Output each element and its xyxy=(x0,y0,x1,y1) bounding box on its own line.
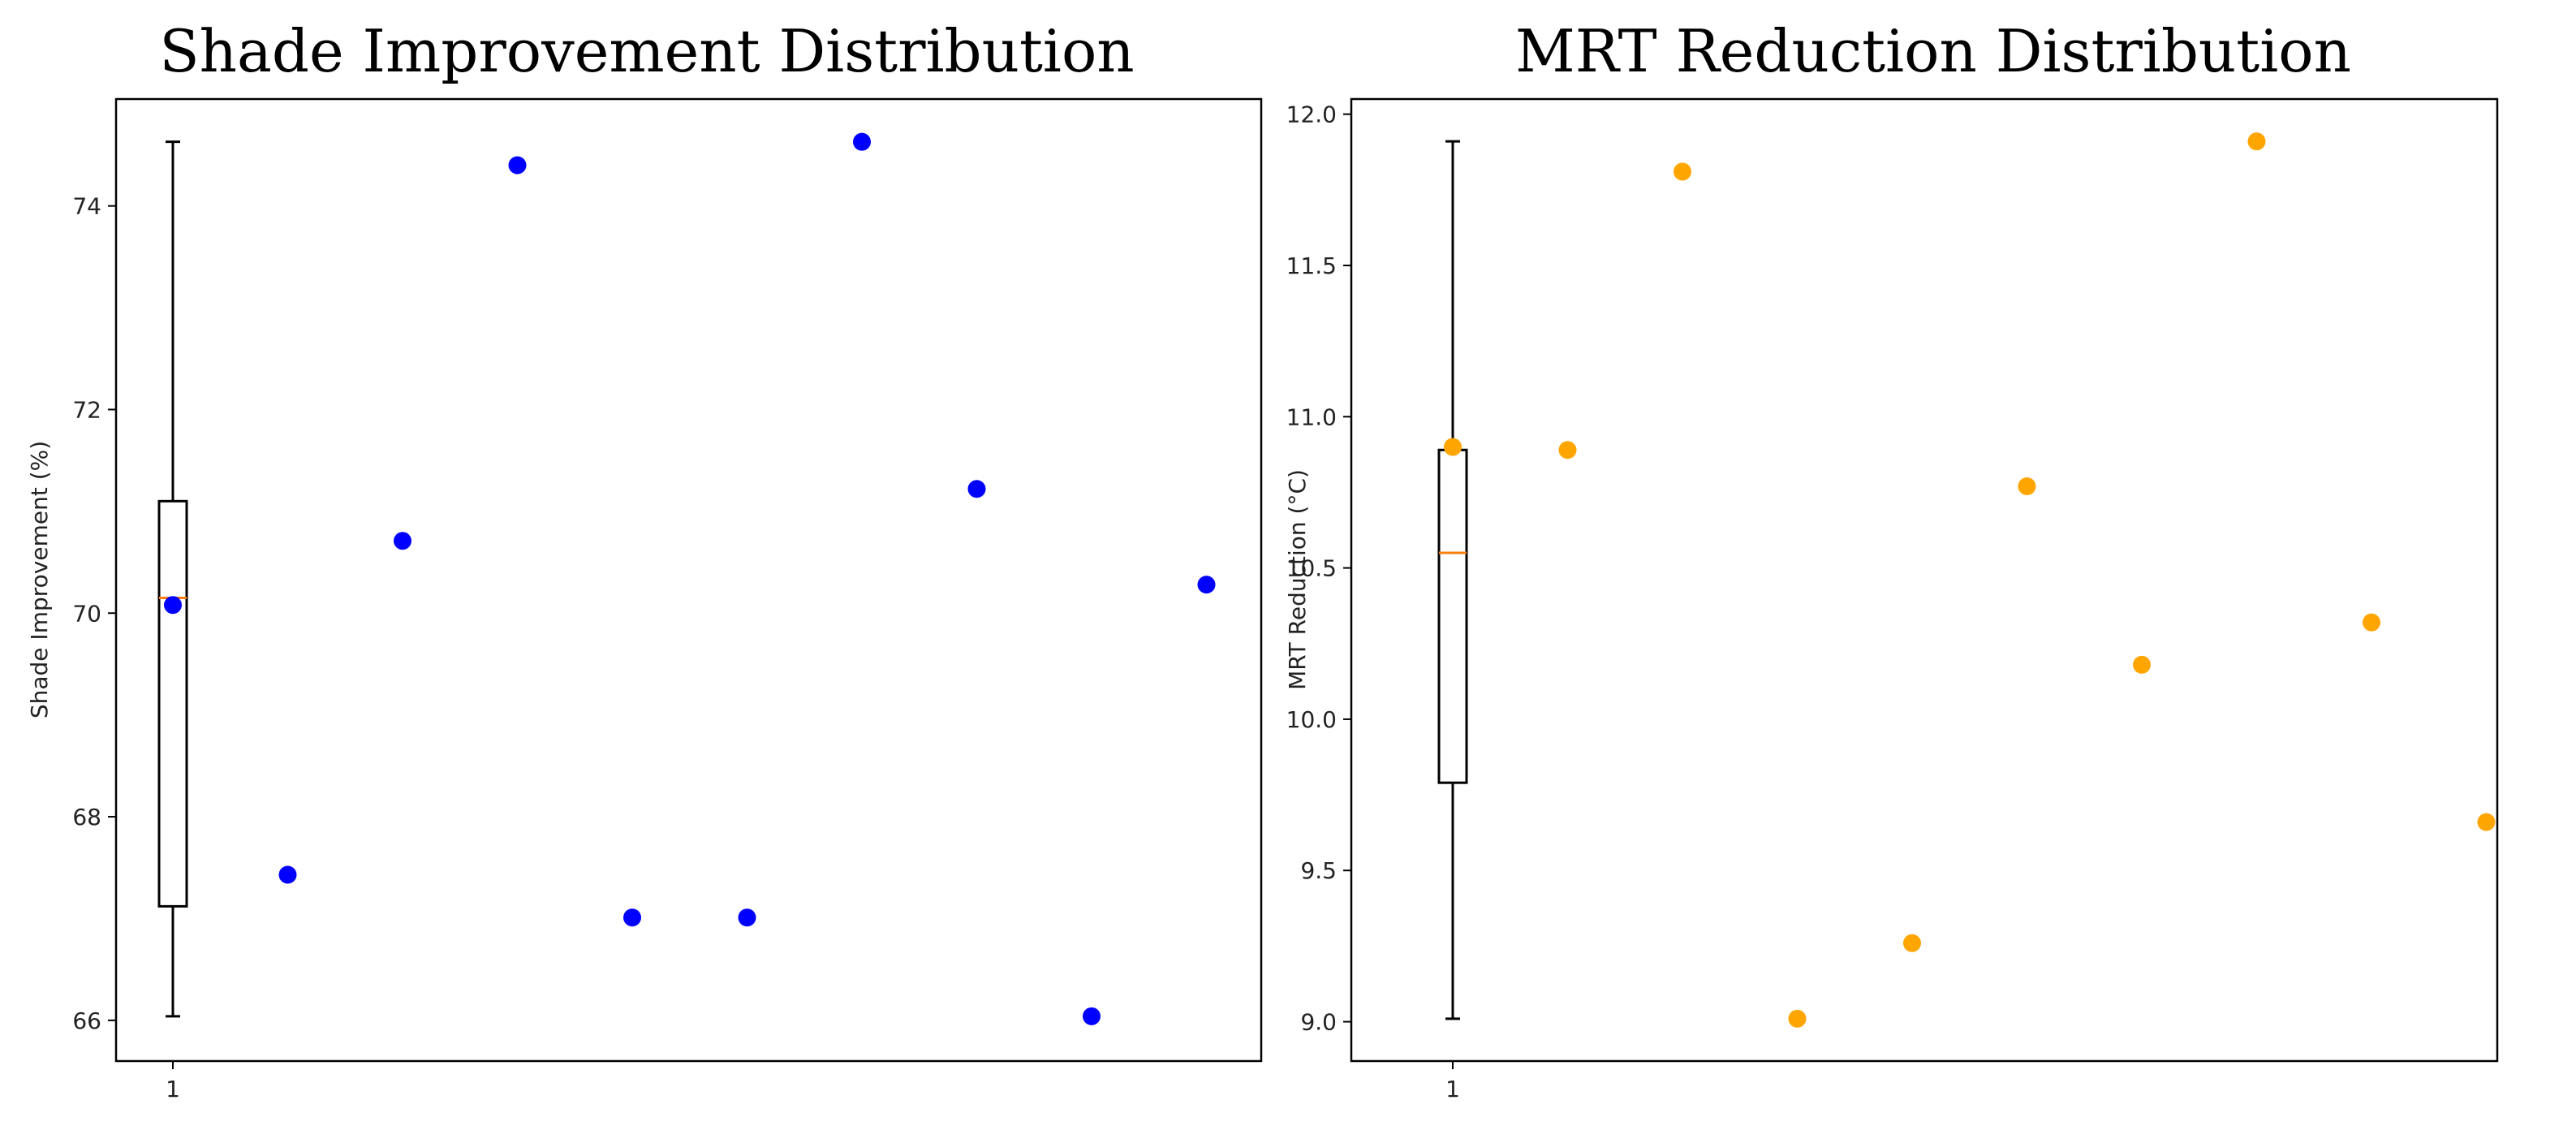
shade-data-point-9 xyxy=(1197,576,1216,594)
mrt-y-tick-label-6: 12.0 xyxy=(1286,101,1337,128)
shade-y-axis-label: Shade Improvement (%) xyxy=(26,441,53,718)
shade-x-axis: 1 xyxy=(166,1061,180,1102)
mrt-data-point-0 xyxy=(1444,438,1462,456)
mrt-chart-title: MRT Reduction Distribution xyxy=(1515,17,2351,85)
mrt-data-point-2 xyxy=(1674,162,1691,181)
mrt-data-point-6 xyxy=(2133,655,2151,674)
shade-data-point-4 xyxy=(623,908,641,927)
mrt-y-tick-label-3: 10.5 xyxy=(1286,555,1337,582)
shade-y-tick-label-0: 66 xyxy=(72,1007,101,1034)
mrt-data-point-8 xyxy=(2363,613,2380,632)
mrt-y-axis: 9.0 9.5 10.0 10.5 11.0 11.5 12.0 xyxy=(1286,101,1351,1036)
mrt-y-tick-label-1: 9.5 xyxy=(1300,857,1337,884)
shade-y-tick-label-3: 72 xyxy=(72,396,101,423)
mrt-data-point-3 xyxy=(1788,1009,1807,1028)
shade-data-point-8 xyxy=(1083,1007,1101,1025)
mrt-reduction-panel: MRT Reduction Distribution 9.0 9.5 10.0 10.… xyxy=(1284,17,2499,1102)
shade-data-point-2 xyxy=(394,532,411,550)
shade-data-point-1 xyxy=(278,865,297,884)
shade-plot-frame xyxy=(114,97,1263,1063)
shade-data-point-7 xyxy=(967,480,986,498)
shade-y-tick-label-4: 74 xyxy=(72,193,101,220)
shade-x-tick-label-0: 1 xyxy=(166,1076,180,1102)
shade-scatter-points xyxy=(164,132,1216,1025)
mrt-x-tick-label-0: 1 xyxy=(1445,1076,1460,1102)
mrt-boxplot xyxy=(1437,140,1468,1020)
mrt-data-point-4 xyxy=(1903,934,1921,952)
shade-data-point-6 xyxy=(853,132,871,151)
mrt-data-point-9 xyxy=(2477,813,2496,831)
shade-chart-title: Shade Improvement Distribution xyxy=(159,17,1134,85)
mrt-y-tick-label-0: 9.0 xyxy=(1300,1009,1337,1036)
mrt-x-axis: 1 xyxy=(1445,1061,1460,1102)
mrt-data-point-1 xyxy=(1558,441,1577,459)
mrt-data-point-7 xyxy=(2247,132,2266,151)
mrt-data-point-5 xyxy=(2018,477,2036,495)
shade-y-axis: 66 68 70 72 74 xyxy=(72,193,116,1034)
shade-data-point-5 xyxy=(738,908,756,927)
mrt-plot-frame xyxy=(1350,97,2499,1063)
shade-improvement-panel: Shade Improvement Distribution 66 68 70 72 7… xyxy=(26,17,1263,1102)
mrt-y-tick-label-5: 11.5 xyxy=(1286,252,1337,279)
mrt-y-tick-label-2: 10.0 xyxy=(1286,706,1337,733)
shade-boxplot xyxy=(157,140,188,1018)
mrt-boxplot-box xyxy=(1437,448,1468,784)
shade-boxplot-box xyxy=(157,499,188,908)
shade-y-tick-label-1: 68 xyxy=(72,804,101,830)
mrt-y-axis-label: MRT Reduction (°C) xyxy=(1284,469,1311,690)
shade-data-point-3 xyxy=(508,156,527,175)
shade-data-point-0 xyxy=(164,596,182,615)
mrt-y-tick-label-4: 11.0 xyxy=(1286,403,1337,430)
mrt-scatter-points xyxy=(1444,132,2496,1028)
shade-y-tick-label-2: 70 xyxy=(72,600,101,627)
